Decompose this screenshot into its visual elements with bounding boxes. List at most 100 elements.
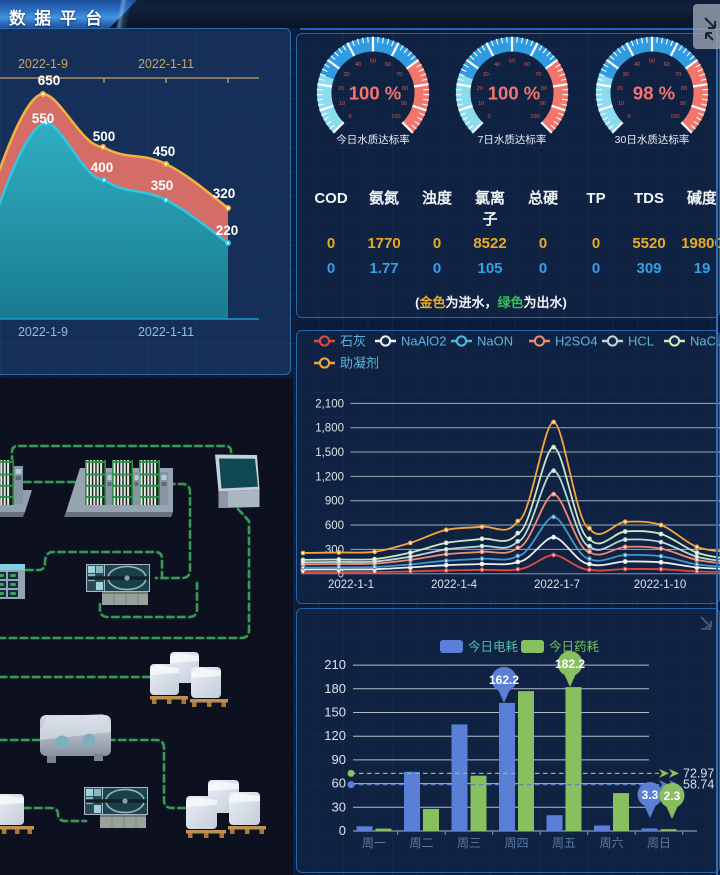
- svg-text:182.2: 182.2: [555, 657, 585, 671]
- svg-text:1.77: 1.77: [369, 260, 398, 277]
- svg-text:0: 0: [339, 823, 346, 838]
- svg-text:100: 100: [391, 114, 400, 120]
- svg-text:58.74: 58.74: [683, 778, 714, 792]
- svg-text:30日水质达标率: 30日水质达标率: [615, 133, 690, 146]
- svg-text:1,200: 1,200: [315, 471, 344, 483]
- svg-text:0: 0: [539, 260, 547, 277]
- svg-text:TP: TP: [586, 190, 605, 207]
- svg-text:10: 10: [478, 101, 484, 107]
- svg-text:石灰: 石灰: [340, 334, 366, 349]
- svg-text:20: 20: [338, 86, 344, 92]
- svg-text:0: 0: [487, 114, 490, 120]
- svg-text:子: 子: [482, 211, 497, 228]
- svg-text:98 %: 98 %: [633, 83, 675, 104]
- svg-text:80: 80: [681, 86, 687, 92]
- svg-text:400: 400: [91, 160, 114, 175]
- svg-text:60: 60: [664, 62, 670, 68]
- svg-text:3.3: 3.3: [642, 788, 659, 802]
- svg-text:总硬: 总硬: [528, 189, 559, 207]
- svg-text:180: 180: [324, 681, 346, 696]
- svg-text:90: 90: [401, 101, 407, 107]
- svg-text:2022-1-11: 2022-1-11: [138, 57, 194, 71]
- svg-text:20: 20: [477, 86, 483, 92]
- svg-text:70: 70: [396, 72, 402, 78]
- svg-text:2022-1-7: 2022-1-7: [534, 579, 580, 591]
- svg-text:今日水质达标率: 今日水质达标率: [336, 133, 410, 146]
- svg-text:氨氮: 氨氮: [369, 189, 399, 207]
- svg-text:50: 50: [649, 59, 655, 65]
- svg-text:70: 70: [535, 72, 541, 78]
- svg-text:浊度: 浊度: [422, 189, 453, 207]
- svg-text:HCL: HCL: [628, 334, 654, 349]
- svg-text:70: 70: [675, 72, 681, 78]
- svg-text:周三: 周三: [457, 836, 481, 850]
- svg-text:0: 0: [627, 114, 630, 120]
- svg-text:1770: 1770: [367, 235, 400, 252]
- svg-text:20: 20: [617, 86, 623, 92]
- svg-text:0: 0: [348, 114, 351, 120]
- svg-text:2,100: 2,100: [315, 398, 344, 410]
- svg-text:2022-1-4: 2022-1-4: [431, 579, 478, 591]
- svg-text:210: 210: [324, 657, 346, 672]
- svg-text:周四: 周四: [504, 836, 528, 850]
- svg-text:30: 30: [623, 72, 629, 78]
- svg-text:100 %: 100 %: [488, 83, 540, 104]
- svg-text:650: 650: [38, 73, 61, 88]
- svg-text:30: 30: [483, 72, 489, 78]
- svg-text:氯离: 氯离: [475, 189, 505, 207]
- svg-text:NaCLO: NaCLO: [690, 334, 720, 349]
- svg-text:600: 600: [325, 520, 344, 532]
- svg-text:309: 309: [636, 260, 661, 277]
- svg-text:2.3: 2.3: [664, 789, 681, 803]
- svg-text:2022-1-11: 2022-1-11: [138, 325, 194, 339]
- svg-text:(金色为进水，绿色为出水): (金色为进水，绿色为出水): [415, 295, 567, 310]
- svg-text:40: 40: [494, 62, 500, 68]
- svg-text:105: 105: [477, 260, 502, 277]
- svg-text:8522: 8522: [473, 235, 506, 252]
- svg-text:900: 900: [325, 496, 344, 508]
- svg-text:0: 0: [327, 235, 335, 252]
- svg-text:今日药耗: 今日药耗: [549, 639, 600, 654]
- svg-text:72.97: 72.97: [683, 766, 714, 780]
- svg-text:30: 30: [332, 799, 346, 814]
- svg-text:90: 90: [540, 101, 546, 107]
- svg-text:60: 60: [524, 62, 530, 68]
- svg-text:300: 300: [325, 544, 344, 556]
- svg-text:5520: 5520: [632, 235, 665, 252]
- svg-text:2022-1-1: 2022-1-1: [328, 579, 374, 591]
- svg-text:90: 90: [332, 752, 346, 767]
- svg-text:19: 19: [694, 260, 711, 277]
- svg-text:1,500: 1,500: [315, 447, 344, 459]
- svg-text:周六: 周六: [599, 836, 623, 850]
- svg-text:0: 0: [539, 235, 547, 252]
- svg-text:60: 60: [385, 62, 391, 68]
- svg-text:TDS: TDS: [634, 190, 664, 207]
- svg-text:40: 40: [355, 62, 361, 68]
- svg-text:150: 150: [324, 705, 346, 720]
- svg-text:0: 0: [327, 260, 335, 277]
- svg-text:NaON: NaON: [477, 334, 513, 349]
- svg-text:7日水质达标率: 7日水质达标率: [478, 133, 547, 146]
- svg-text:周日: 周日: [647, 836, 671, 850]
- svg-text:2022-1-10: 2022-1-10: [634, 579, 686, 591]
- svg-text:350: 350: [151, 178, 174, 193]
- svg-text:2022-1-9: 2022-1-9: [18, 57, 68, 71]
- svg-text:450: 450: [153, 144, 176, 159]
- svg-text:周二: 周二: [409, 836, 433, 850]
- svg-text:550: 550: [32, 111, 55, 126]
- svg-text:40: 40: [634, 62, 640, 68]
- svg-text:0: 0: [338, 569, 344, 581]
- svg-text:碱度: 碱度: [687, 189, 718, 207]
- svg-text:50: 50: [370, 59, 376, 65]
- svg-text:30: 30: [344, 72, 350, 78]
- svg-text:80: 80: [541, 86, 547, 92]
- svg-text:60: 60: [332, 776, 346, 791]
- svg-text:90: 90: [680, 101, 686, 107]
- svg-text:0: 0: [592, 235, 600, 252]
- svg-text:320: 320: [213, 186, 236, 201]
- svg-text:周五: 周五: [552, 836, 576, 850]
- svg-text:100: 100: [670, 114, 679, 120]
- svg-text:50: 50: [509, 59, 515, 65]
- svg-text:COD: COD: [314, 190, 348, 207]
- svg-text:10: 10: [339, 101, 345, 107]
